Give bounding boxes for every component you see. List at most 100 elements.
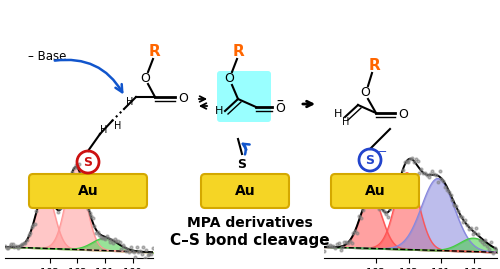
Text: O: O <box>398 108 408 122</box>
Point <box>148 246 156 250</box>
Point <box>80 183 88 187</box>
Point <box>364 197 372 201</box>
Point <box>120 245 128 250</box>
Point <box>2 246 10 251</box>
Point <box>430 172 438 176</box>
Point <box>18 242 26 246</box>
Point <box>51 203 59 208</box>
Point <box>419 171 427 176</box>
Point <box>342 240 350 244</box>
Text: R: R <box>368 58 380 73</box>
Point <box>346 239 354 243</box>
Text: S: S <box>366 154 374 167</box>
Point <box>382 212 390 216</box>
Point <box>8 242 16 246</box>
Point <box>416 171 424 176</box>
Text: O: O <box>178 93 188 105</box>
Point <box>353 231 361 235</box>
Text: Au: Au <box>78 184 98 198</box>
Point <box>98 235 106 240</box>
FancyBboxPatch shape <box>201 174 289 208</box>
Point <box>460 220 468 224</box>
Point <box>90 224 98 228</box>
Point <box>446 193 454 197</box>
Point <box>114 239 122 243</box>
Point <box>48 196 56 201</box>
Point <box>366 191 374 196</box>
Point <box>64 186 72 190</box>
Point <box>472 226 480 230</box>
Point <box>140 256 148 260</box>
Point <box>482 238 490 243</box>
Point <box>78 179 86 183</box>
Text: R: R <box>233 44 245 59</box>
Point <box>465 227 473 231</box>
Point <box>26 231 34 235</box>
Point <box>112 239 120 243</box>
Point <box>138 252 145 256</box>
Point <box>492 248 500 252</box>
Point <box>373 198 381 202</box>
Point <box>14 246 22 251</box>
Text: H: H <box>126 97 134 107</box>
Point <box>103 234 111 238</box>
Text: −: − <box>378 147 388 157</box>
Point <box>355 214 363 218</box>
Text: O: O <box>275 102 285 115</box>
Point <box>102 237 110 241</box>
Point <box>340 240 348 244</box>
Point <box>130 250 138 254</box>
Point <box>448 197 456 202</box>
Text: H: H <box>215 106 223 116</box>
Text: C–S bond cleavage: C–S bond cleavage <box>170 233 330 249</box>
Point <box>24 233 32 237</box>
Point <box>322 241 330 245</box>
Point <box>463 223 471 227</box>
FancyBboxPatch shape <box>331 174 419 208</box>
Point <box>421 170 429 175</box>
Point <box>73 165 81 169</box>
Point <box>440 179 448 183</box>
Point <box>46 194 54 199</box>
Point <box>32 209 40 214</box>
Point <box>362 196 370 200</box>
Point <box>384 215 392 219</box>
Point <box>68 170 76 175</box>
Point <box>487 239 495 244</box>
Point <box>358 207 366 212</box>
Point <box>12 244 20 248</box>
Point <box>445 190 453 194</box>
Point <box>75 162 83 166</box>
Point <box>372 197 380 201</box>
Point <box>484 243 492 248</box>
Point <box>66 180 74 185</box>
Text: – Base: – Base <box>28 49 66 62</box>
Point <box>438 177 446 181</box>
Point <box>418 167 426 171</box>
Text: Au: Au <box>364 184 386 198</box>
Point <box>424 175 432 179</box>
Point <box>454 209 462 213</box>
Point <box>450 203 458 208</box>
Point <box>45 188 53 192</box>
Point <box>470 230 478 235</box>
Point <box>146 252 154 256</box>
FancyArrowPatch shape <box>55 60 122 92</box>
Point <box>4 246 12 250</box>
Point <box>110 240 118 245</box>
Point <box>377 204 385 208</box>
Point <box>54 210 62 214</box>
Point <box>474 232 482 236</box>
Point <box>344 240 352 245</box>
Point <box>104 237 112 241</box>
Point <box>53 204 61 208</box>
Point <box>81 186 89 190</box>
Text: Au: Au <box>234 184 256 198</box>
Point <box>388 203 396 207</box>
Point <box>116 239 124 244</box>
Point <box>133 245 141 250</box>
Point <box>44 185 52 189</box>
Point <box>134 250 142 254</box>
Point <box>67 177 75 181</box>
Text: O: O <box>224 72 234 84</box>
